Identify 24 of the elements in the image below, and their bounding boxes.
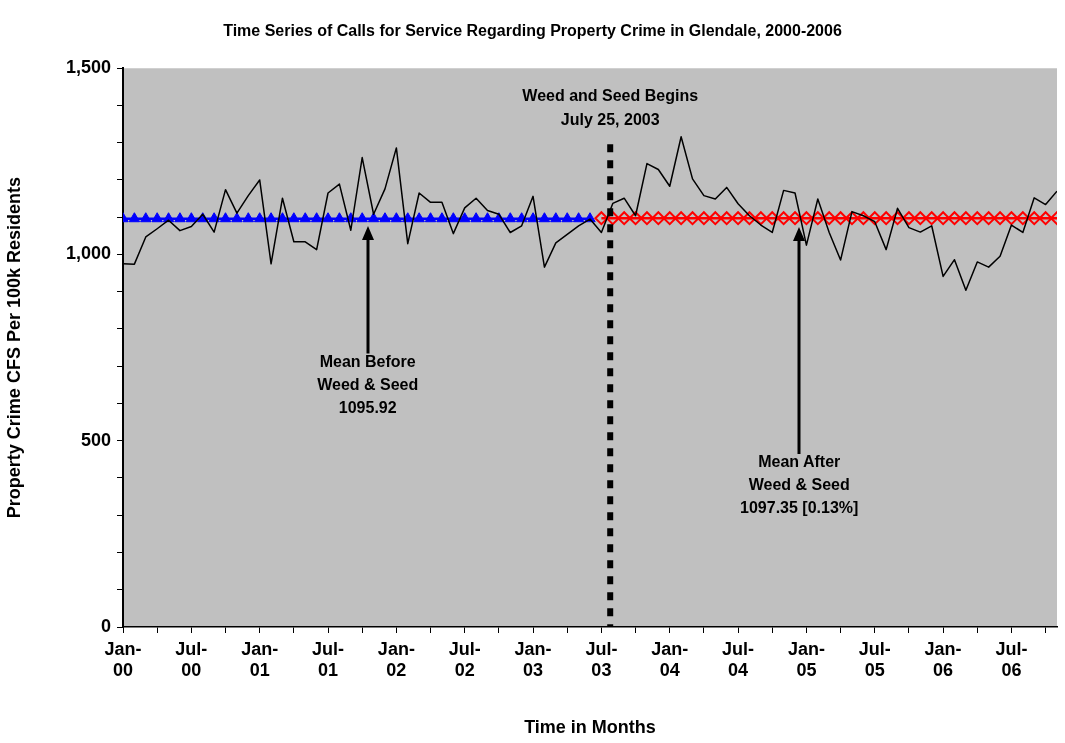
x-tick-label: Jul-06 [995, 638, 1028, 681]
y-tick-label: 500 [80, 429, 111, 450]
x-tick-label: Jul-01 [312, 638, 345, 681]
annotation: Mean After Weed & Seed 1097.35 [0.13%] [740, 453, 859, 517]
ref-line-label: Weed and Seed Begins July 25, 2003 [522, 86, 699, 128]
chart-title: Time Series of Calls for Service Regarding Property Crime in Glendale, 2000-2006 [223, 22, 842, 40]
x-tick-label: Jul-02 [448, 638, 481, 681]
x-tick-label: Jul-03 [585, 638, 618, 681]
x-tick-label: Jul-05 [858, 638, 891, 681]
x-tick-label: Jan-00 [104, 638, 142, 681]
x-tick-label: Jan-01 [241, 638, 279, 681]
x-tick-label: Jul-04 [722, 638, 755, 681]
y-tick-label: 1,500 [65, 57, 111, 78]
x-tick-label: Jan-05 [787, 638, 825, 681]
y-tick-label: 0 [100, 615, 111, 636]
x-axis-title: Time in Months [524, 717, 656, 738]
x-tick-label: Jan-03 [514, 638, 552, 681]
x-tick-label: Jan-02 [377, 638, 415, 681]
x-tick-label: Jan-04 [651, 638, 689, 681]
x-tick-label: Jul-00 [175, 638, 208, 681]
y-axis-title: Property Crime CFS Per 100k Residents [3, 177, 24, 519]
y-tick-label: 1,000 [65, 243, 111, 264]
x-tick-label: Jan-06 [924, 638, 962, 681]
annotation: Mean Before Weed & Seed 1095.92 [317, 352, 419, 416]
